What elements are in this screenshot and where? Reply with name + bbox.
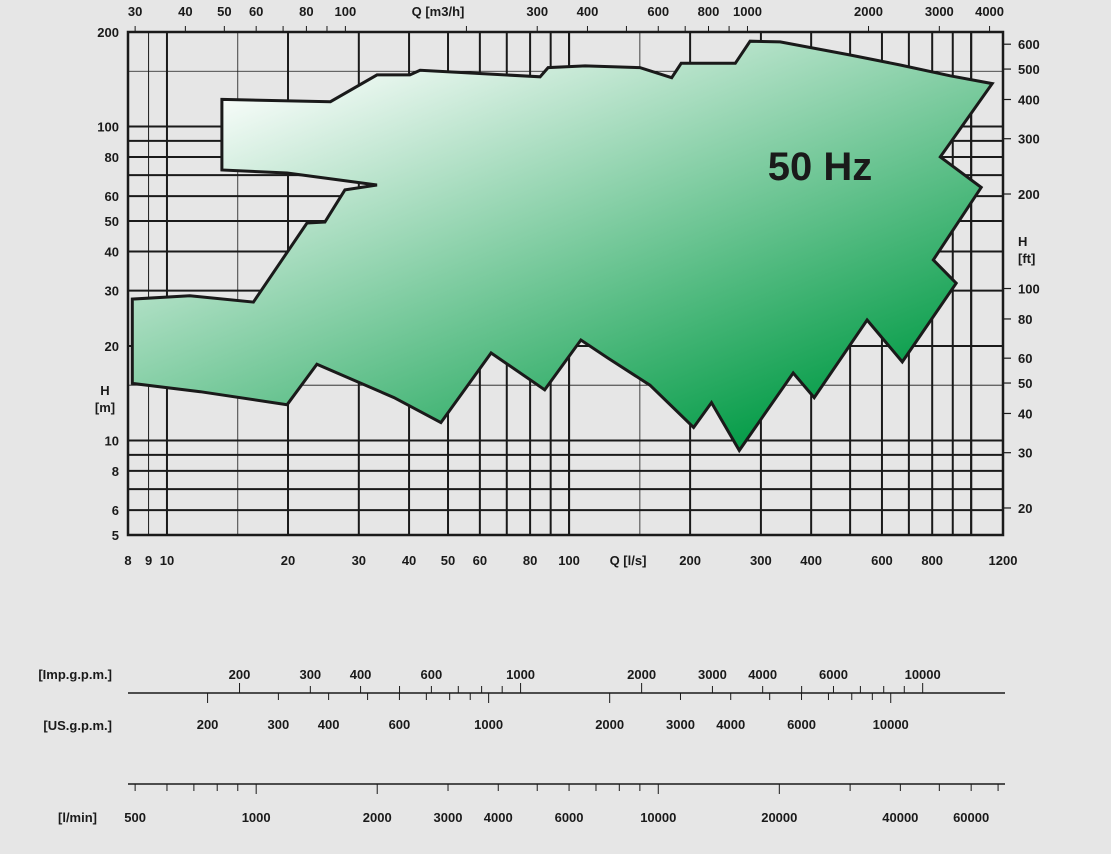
right-tick-label: 200 bbox=[1018, 187, 1040, 202]
l-min-tick-label: 40000 bbox=[882, 810, 918, 825]
l-min-tick-label: 20000 bbox=[761, 810, 797, 825]
right-tick-label: 20 bbox=[1018, 501, 1032, 516]
top-tick-label: 2000 bbox=[854, 4, 883, 19]
us-gpm-tick-label: 600 bbox=[389, 717, 411, 732]
right-tick-label: 600 bbox=[1018, 37, 1040, 52]
bottom-tick-label: 800 bbox=[921, 553, 943, 568]
left-tick-label: 60 bbox=[105, 189, 119, 204]
imp-gpm-tick-label: 10000 bbox=[905, 667, 941, 682]
left-tick-label: 6 bbox=[112, 503, 119, 518]
bottom-tick-label: 60 bbox=[473, 553, 487, 568]
l-min-tick-label: 60000 bbox=[953, 810, 989, 825]
bottom-tick-label: 8 bbox=[124, 553, 131, 568]
left-tick-label: 200 bbox=[97, 25, 119, 40]
top-tick-label: 300 bbox=[526, 4, 548, 19]
right-tick-label: 40 bbox=[1018, 406, 1032, 421]
right-tick-label: 30 bbox=[1018, 446, 1032, 461]
left-axis-label-unit: [m] bbox=[95, 400, 115, 415]
l-min-tick-label: 1000 bbox=[242, 810, 271, 825]
top-tick-label: 1000 bbox=[733, 4, 762, 19]
top-tick-label: 60 bbox=[249, 4, 263, 19]
bottom-tick-label: 600 bbox=[871, 553, 893, 568]
left-tick-label: 8 bbox=[112, 464, 119, 479]
imp-gpm-tick-label: 600 bbox=[421, 667, 443, 682]
left-tick-label: 10 bbox=[105, 433, 119, 448]
imp-gpm-tick-label: 3000 bbox=[698, 667, 727, 682]
left-tick-label: 40 bbox=[105, 244, 119, 259]
left-tick-label: 20 bbox=[105, 339, 119, 354]
us-gpm-tick-label: 300 bbox=[268, 717, 290, 732]
performance-envelope bbox=[130, 39, 995, 454]
top-tick-label: 80 bbox=[299, 4, 313, 19]
right-tick-label: 500 bbox=[1018, 62, 1040, 77]
l-min-tick-label: 4000 bbox=[484, 810, 513, 825]
bottom-tick-label: 10 bbox=[160, 553, 174, 568]
right-tick-label: 80 bbox=[1018, 312, 1032, 327]
bottom-tick-label: 20 bbox=[281, 553, 295, 568]
axis-ticks: 8 9 10 20 30 40 50 60 80 100 200 300 400 600 800 120056… bbox=[97, 4, 1039, 825]
top-tick-label: 3000 bbox=[925, 4, 954, 19]
chart-title: 50 Hz bbox=[768, 145, 873, 189]
us-gpm-tick-label: 2000 bbox=[595, 717, 624, 732]
l-min-label: [l/min] bbox=[58, 810, 97, 825]
l-min-tick-label: 10000 bbox=[640, 810, 676, 825]
right-axis-label-h: H bbox=[1018, 234, 1027, 249]
bottom-tick-label: 1200 bbox=[989, 553, 1018, 568]
right-tick-label: 100 bbox=[1018, 282, 1040, 297]
bottom-tick-label: 100 bbox=[558, 553, 580, 568]
us-gpm-tick-label: 6000 bbox=[787, 717, 816, 732]
bottom-tick-label: 200 bbox=[679, 553, 701, 568]
left-tick-label: 80 bbox=[105, 150, 119, 165]
top-tick-label: 800 bbox=[698, 4, 720, 19]
right-tick-label: 50 bbox=[1018, 376, 1032, 391]
us-gpm-tick-label: 1000 bbox=[474, 717, 503, 732]
us-gpm-tick-label: 200 bbox=[197, 717, 219, 732]
imp-gpm-tick-label: 200 bbox=[229, 667, 251, 682]
top-axis-label: Q [m3/h] bbox=[412, 4, 465, 19]
left-axis-label-h: H bbox=[100, 383, 109, 398]
us-gpm-label: [US.g.p.m.] bbox=[43, 718, 112, 733]
imp-gpm-tick-label: 400 bbox=[350, 667, 372, 682]
top-tick-label: 4000 bbox=[975, 4, 1004, 19]
bottom-tick-label: 300 bbox=[750, 553, 772, 568]
top-tick-label: 40 bbox=[178, 4, 192, 19]
us-gpm-tick-label: 3000 bbox=[666, 717, 695, 732]
us-gpm-tick-label: 400 bbox=[318, 717, 340, 732]
bottom-axis-label: Q [l/s] bbox=[610, 553, 647, 568]
bottom-tick-label: 400 bbox=[800, 553, 822, 568]
top-tick-label: 30 bbox=[128, 4, 142, 19]
imp-gpm-tick-label: 300 bbox=[299, 667, 321, 682]
left-tick-label: 100 bbox=[97, 120, 119, 135]
right-tick-label: 60 bbox=[1018, 351, 1032, 366]
bottom-tick-label: 30 bbox=[352, 553, 366, 568]
bottom-tick-label: 40 bbox=[402, 553, 416, 568]
l-min-tick-label: 3000 bbox=[434, 810, 463, 825]
us-gpm-tick-label: 10000 bbox=[873, 717, 909, 732]
l-min-tick-label: 500 bbox=[124, 810, 146, 825]
l-min-tick-label: 2000 bbox=[363, 810, 392, 825]
right-tick-label: 300 bbox=[1018, 132, 1040, 147]
right-axis-label-unit: [ft] bbox=[1018, 251, 1035, 266]
imp-gpm-label: [Imp.g.p.m.] bbox=[38, 667, 112, 682]
top-tick-label: 50 bbox=[217, 4, 231, 19]
imp-gpm-tick-label: 1000 bbox=[506, 667, 535, 682]
top-tick-label: 100 bbox=[335, 4, 357, 19]
bottom-tick-label: 80 bbox=[523, 553, 537, 568]
imp-gpm-tick-label: 6000 bbox=[819, 667, 848, 682]
imp-gpm-tick-label: 4000 bbox=[748, 667, 777, 682]
left-tick-label: 30 bbox=[105, 284, 119, 299]
left-tick-label: 5 bbox=[112, 528, 119, 543]
bottom-tick-label: 50 bbox=[441, 553, 455, 568]
top-tick-label: 400 bbox=[577, 4, 599, 19]
bottom-tick-label: 9 bbox=[145, 553, 152, 568]
top-tick-label: 600 bbox=[647, 4, 669, 19]
imp-gpm-tick-label: 2000 bbox=[627, 667, 656, 682]
us-gpm-tick-label: 4000 bbox=[716, 717, 745, 732]
right-tick-label: 400 bbox=[1018, 92, 1040, 107]
l-min-tick-label: 6000 bbox=[555, 810, 584, 825]
left-tick-label: 50 bbox=[105, 214, 119, 229]
